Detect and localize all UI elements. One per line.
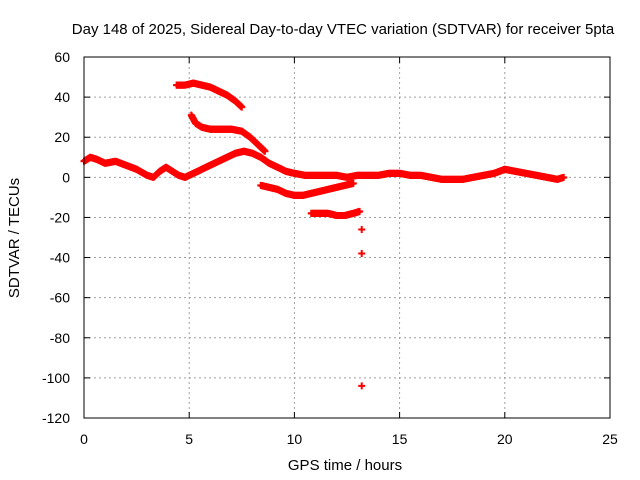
- y-tick-label: -100: [42, 370, 70, 386]
- x-tick-label: 20: [497, 431, 513, 447]
- grid: [84, 57, 610, 418]
- series-main-trace: [80, 147, 568, 183]
- series-lower-arc: [257, 179, 357, 199]
- data-point: [261, 147, 269, 155]
- x-tick-label: 0: [80, 431, 88, 447]
- y-tick-label: 40: [54, 89, 70, 105]
- x-tick-label: 25: [602, 431, 618, 447]
- x-axis-title: GPS time / hours: [288, 457, 402, 474]
- series-outliers: [358, 225, 366, 390]
- x-tick-label: 10: [287, 431, 303, 447]
- series-descending-arc: [187, 111, 269, 155]
- data-point: [349, 179, 357, 187]
- data-point: [358, 382, 366, 390]
- y-tick-label: -40: [50, 250, 70, 266]
- x-tick-label: 5: [185, 431, 193, 447]
- series-upper-arc: [173, 79, 246, 111]
- y-tick-label: -60: [50, 290, 70, 306]
- data-point: [238, 103, 246, 111]
- series-flat-segment: [307, 207, 364, 219]
- x-tick-label: 15: [392, 431, 408, 447]
- chart-title: Day 148 of 2025, Sidereal Day-to-day VTE…: [72, 21, 615, 38]
- y-tick-label: -80: [50, 330, 70, 346]
- data-point: [560, 173, 568, 181]
- plot-frame: [83, 56, 611, 419]
- data-point: [358, 225, 366, 233]
- data-point: [358, 250, 366, 258]
- y-axis-title: SDTVAR / TECUs: [6, 178, 23, 298]
- y-tick-label: -120: [42, 410, 70, 426]
- y-tick-label: 20: [54, 129, 70, 145]
- axis-ticks: 0 5 10 15 20 25 60 40 20 0 -20 -40 -60 -80 -100 -120: [42, 49, 618, 447]
- y-tick-label: 0: [62, 169, 70, 185]
- y-tick-label: -20: [50, 209, 70, 225]
- y-tick-label: 60: [54, 49, 70, 65]
- data-point: [356, 207, 364, 215]
- data-points: [80, 79, 568, 390]
